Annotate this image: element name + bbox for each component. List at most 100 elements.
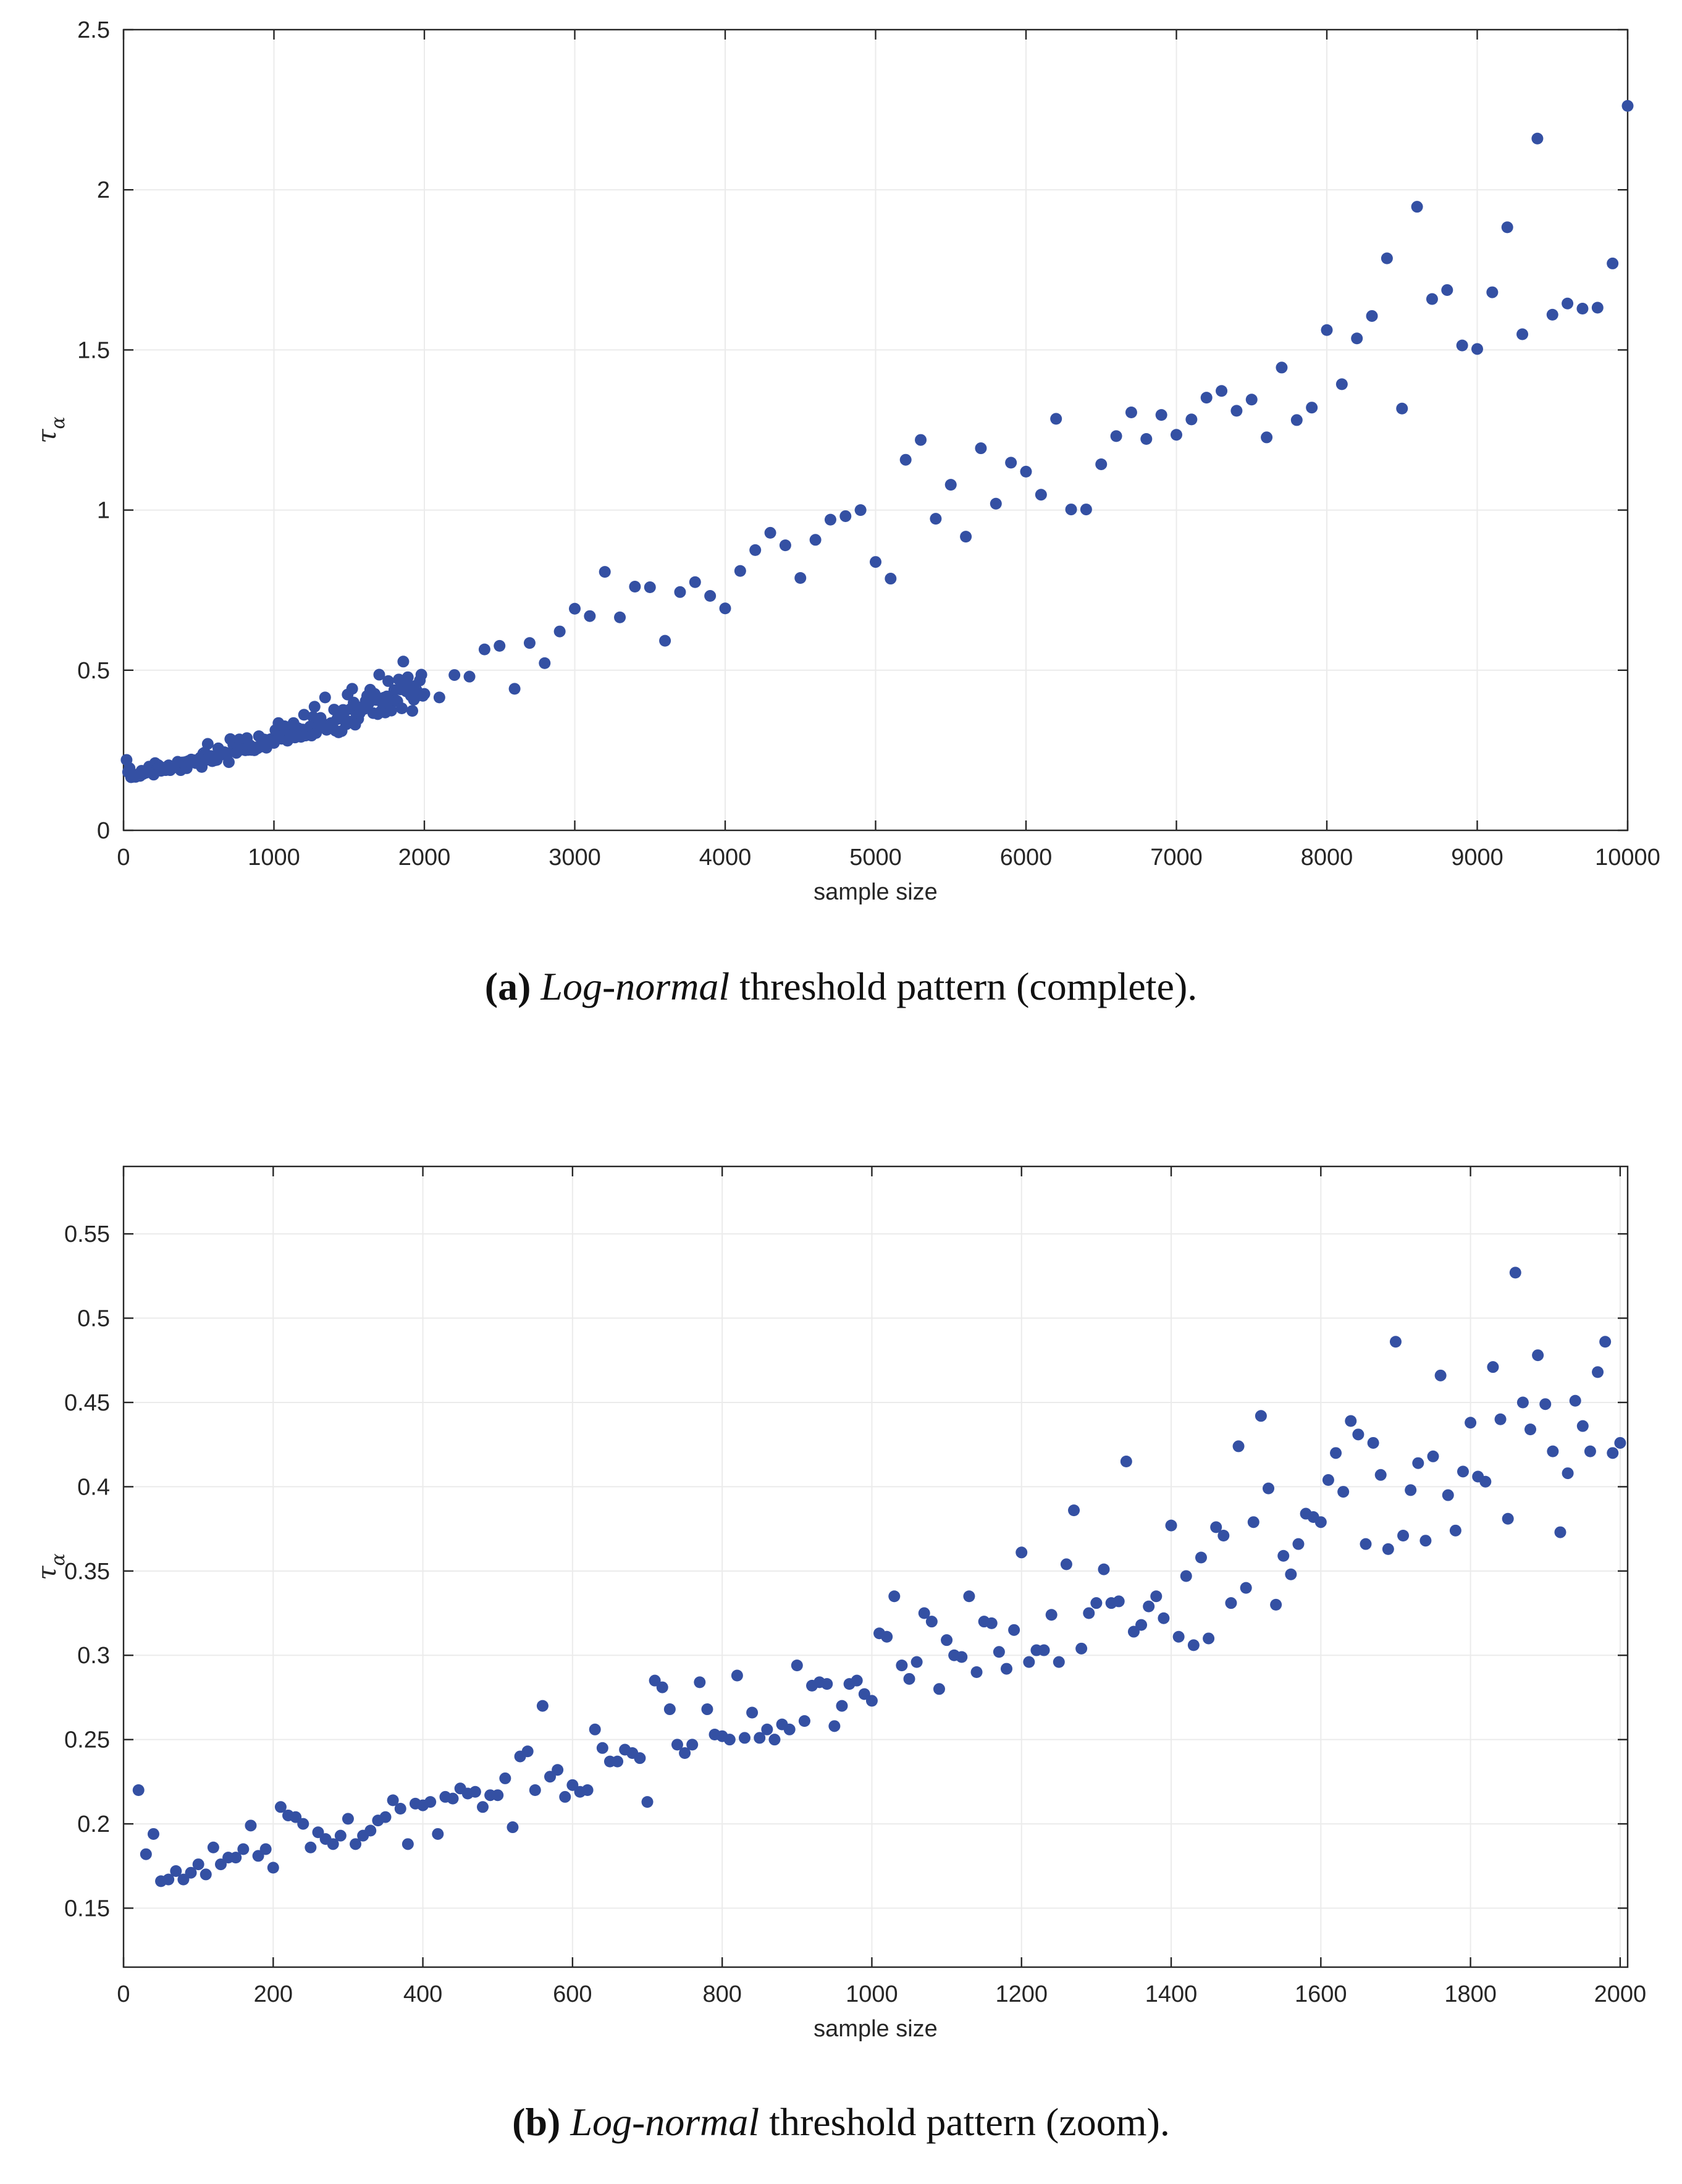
data-point <box>1112 1595 1125 1608</box>
data-point <box>1158 1612 1170 1624</box>
data-point <box>539 657 551 669</box>
y-tick-label: 0.35 <box>64 1559 110 1585</box>
data-point <box>373 668 385 681</box>
data-point <box>1171 429 1182 441</box>
data-point <box>1531 132 1544 145</box>
data-point <box>723 1734 736 1746</box>
x-tick-label: 1200 <box>995 1981 1048 2007</box>
data-point <box>1210 1521 1222 1533</box>
data-point <box>469 1786 481 1798</box>
data-point <box>312 1826 324 1839</box>
data-point <box>1607 257 1619 269</box>
data-point <box>1035 489 1047 501</box>
data-point <box>731 1669 743 1682</box>
data-point <box>379 1811 392 1823</box>
data-point <box>1621 99 1634 112</box>
x-tick-label: 1000 <box>846 1981 898 2007</box>
data-point <box>424 1796 437 1808</box>
caption-a-italic: Log-normal <box>540 964 730 1008</box>
data-point <box>387 1794 399 1807</box>
x-tick-label: 0 <box>117 1981 130 2007</box>
data-point <box>1426 293 1438 305</box>
data-point <box>1005 457 1017 469</box>
data-point <box>463 670 476 683</box>
data-point <box>237 1843 250 1855</box>
data-point <box>536 1700 549 1712</box>
data-point <box>214 1858 227 1871</box>
data-point <box>1187 1639 1200 1651</box>
data-point <box>1314 1516 1327 1528</box>
data-point <box>147 1828 159 1840</box>
data-point <box>1172 1630 1185 1643</box>
data-point <box>1068 1504 1080 1517</box>
x-tick-label: 2000 <box>1594 1981 1647 2007</box>
data-point <box>1367 1436 1379 1449</box>
data-point <box>402 671 414 683</box>
data-point <box>1599 1336 1612 1348</box>
data-point <box>656 1681 668 1693</box>
x-tick-label: 4000 <box>699 845 752 871</box>
data-point <box>192 1858 204 1871</box>
data-point <box>915 434 927 446</box>
data-point <box>1592 1366 1604 1378</box>
data-point <box>1045 1609 1058 1621</box>
data-point <box>689 576 701 588</box>
data-point <box>1143 1600 1155 1613</box>
data-point <box>298 709 310 721</box>
data-point <box>1516 328 1529 340</box>
data-point <box>1140 433 1153 445</box>
x-tick-label: 0 <box>117 845 130 871</box>
data-point <box>768 1734 781 1746</box>
data-point <box>858 1688 870 1700</box>
data-point <box>394 1803 406 1815</box>
data-point <box>933 1683 945 1695</box>
data-point <box>839 510 852 522</box>
data-point <box>1434 1369 1447 1381</box>
y-axis-label-sub: α <box>48 1553 69 1566</box>
data-point <box>581 1784 594 1797</box>
data-point <box>746 1706 759 1719</box>
data-point <box>1165 1519 1177 1532</box>
chart-zoom: 0 200 400 600 800 1000 1200 1400 1600 1800 2000 0.1… <box>32 1165 1647 2042</box>
data-point <box>1360 1538 1372 1550</box>
data-point <box>589 1723 601 1735</box>
data-point <box>836 1700 848 1712</box>
y-axis-label-main: τ <box>32 429 62 444</box>
data-point <box>885 573 897 585</box>
caption-a-text: threshold pattern (complete). <box>739 964 1198 1008</box>
data-point <box>1584 1445 1596 1457</box>
data-point <box>433 691 445 704</box>
data-point <box>559 1790 571 1803</box>
data-point <box>1509 1267 1521 1279</box>
y-tick-label: 2 <box>97 177 110 203</box>
data-point <box>207 1841 219 1853</box>
data-point <box>1023 1656 1035 1668</box>
data-point <box>1080 504 1092 516</box>
data-point <box>910 1656 923 1668</box>
data-point <box>1411 201 1423 213</box>
data-point <box>779 539 791 552</box>
data-point <box>798 1715 810 1727</box>
data-point <box>1276 361 1288 374</box>
y-tick-label: 0 <box>97 818 110 844</box>
data-point <box>1053 1656 1065 1668</box>
axes-frame-b <box>122 1165 1629 1968</box>
data-point <box>1442 1489 1454 1501</box>
data-point <box>870 556 881 568</box>
data-point <box>1471 343 1483 355</box>
data-point <box>334 1829 347 1842</box>
data-point <box>599 566 611 578</box>
data-point <box>1441 284 1453 296</box>
data-point <box>185 1866 197 1879</box>
x-tick-label: 3000 <box>549 845 601 871</box>
data-point <box>319 691 331 704</box>
data-point <box>529 1784 541 1797</box>
data-point <box>1532 1349 1544 1362</box>
data-point <box>1232 1440 1245 1452</box>
y-axis-label-b: τα <box>32 1553 69 1580</box>
data-point <box>1381 252 1393 264</box>
caption-b-italic: Log-normal <box>570 2100 760 2144</box>
data-point <box>1200 392 1213 404</box>
data-point <box>1562 1467 1574 1480</box>
data-point <box>267 1861 279 1874</box>
